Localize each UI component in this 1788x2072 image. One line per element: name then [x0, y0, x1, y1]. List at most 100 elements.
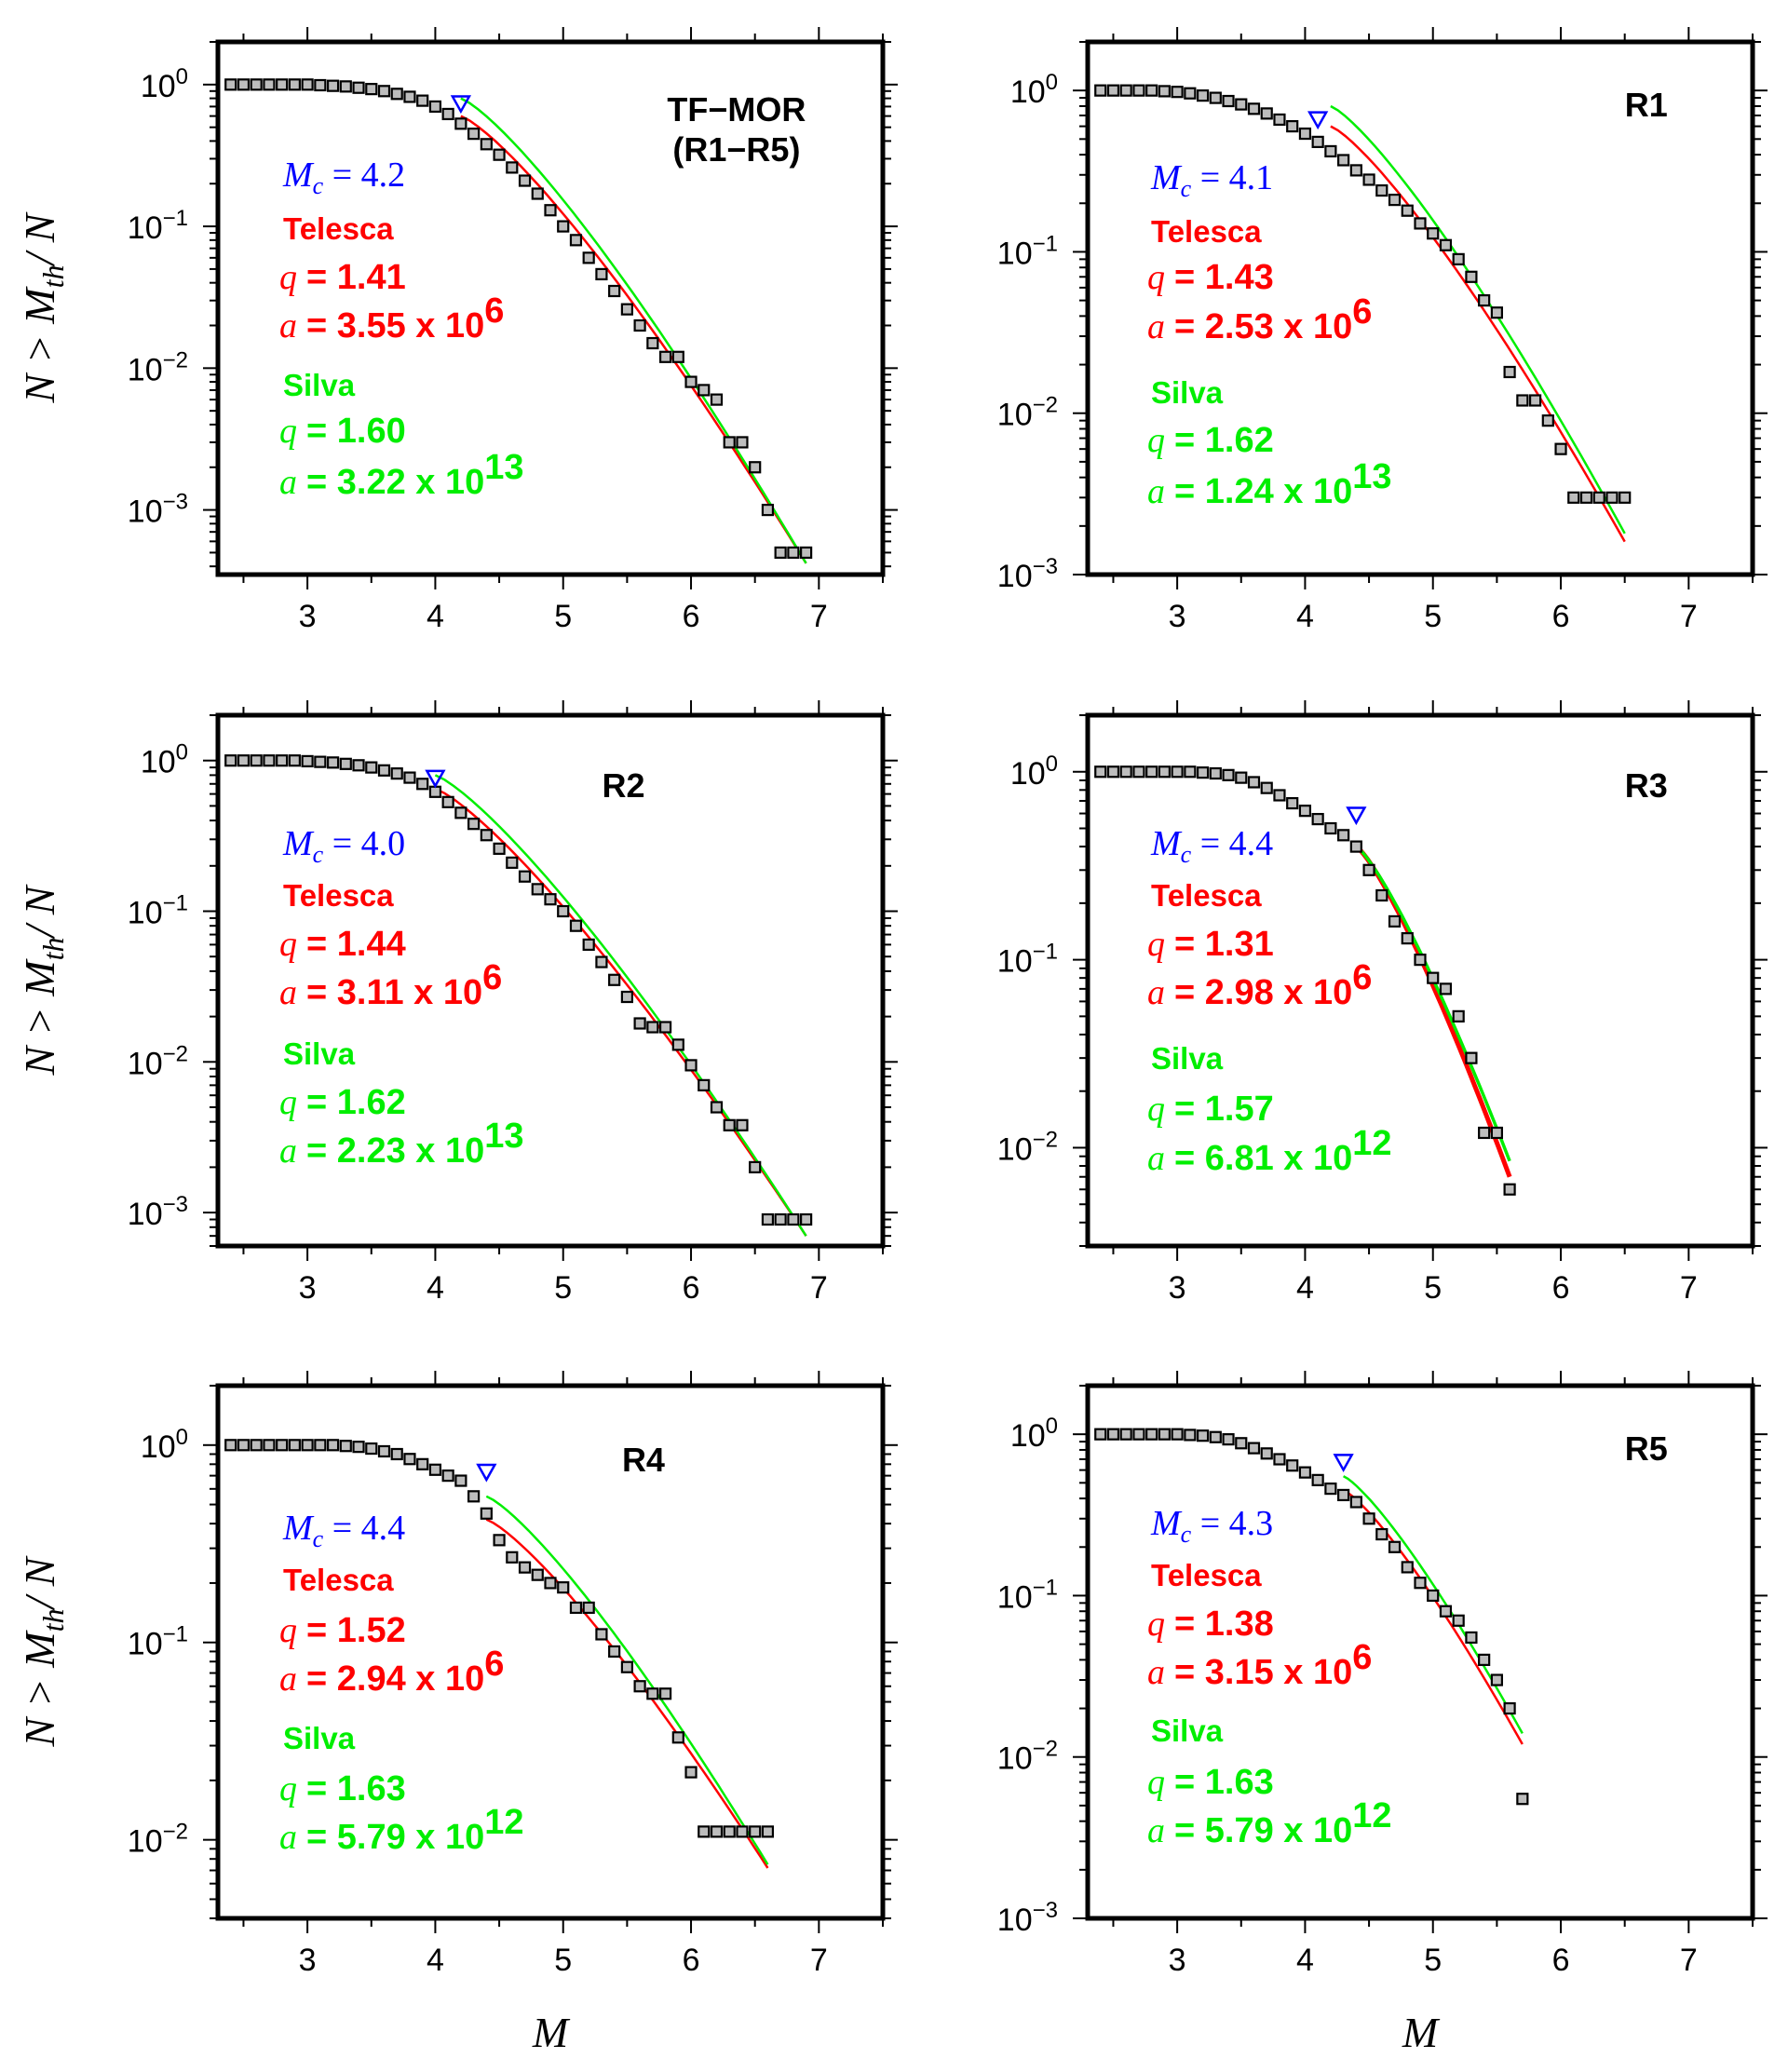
data-point	[544, 204, 557, 217]
plot-frame	[215, 1383, 886, 1921]
data-markers	[224, 1439, 775, 1838]
mc-marker-icon	[1333, 1454, 1354, 1472]
data-markers	[224, 78, 813, 560]
data-markers	[1094, 765, 1516, 1196]
data-point	[352, 759, 365, 772]
data-point	[1452, 252, 1465, 265]
data-point	[774, 1212, 787, 1226]
y-tick-label: 10−2	[128, 1041, 188, 1081]
data-point	[1171, 86, 1184, 99]
data-point	[1260, 781, 1273, 794]
mc-symbol: M	[1150, 824, 1183, 863]
data-point	[1235, 1437, 1248, 1450]
y-axis-label-main: N > M	[16, 1630, 63, 1748]
data-point	[723, 1825, 736, 1838]
mc-annotation: Mc = 4.4	[1150, 824, 1273, 868]
data-point	[1349, 164, 1362, 177]
data-point	[237, 754, 251, 767]
data-point	[710, 393, 724, 406]
data-point	[646, 336, 659, 350]
data-point	[1286, 1459, 1299, 1472]
data-point	[1528, 394, 1542, 407]
data-point	[1286, 120, 1299, 133]
silva-a-exponent: 12	[484, 1803, 523, 1842]
x-tick-label: 6	[1552, 599, 1570, 634]
y-axis-label-sub: th	[36, 1609, 70, 1632]
data-point	[224, 754, 237, 767]
silva-q: q = 1.63	[1147, 1763, 1274, 1802]
data-point	[518, 1561, 532, 1574]
silva-a-value: = 5.79 x 10	[1174, 1811, 1352, 1850]
telesca-a-exponent: 6	[482, 958, 502, 997]
data-point	[787, 1212, 800, 1226]
panel-title: R3	[1625, 766, 1668, 805]
silva-label: Silva	[283, 368, 356, 402]
silva-a-value: = 3.22 x 10	[306, 463, 484, 502]
y-tick-label: 100	[1010, 752, 1058, 792]
data-point	[454, 117, 467, 130]
data-point	[595, 267, 608, 281]
silva-q-value: = 1.60	[306, 412, 406, 451]
data-point	[263, 754, 276, 767]
data-point	[403, 771, 416, 784]
data-point	[646, 1021, 659, 1034]
data-point	[1094, 1428, 1107, 1441]
telesca-fit-line	[1342, 1489, 1524, 1745]
telesca-a-exponent: 6	[484, 1645, 504, 1684]
y-tick-label: 10−1	[128, 206, 188, 246]
data-point	[390, 1447, 403, 1461]
data-point	[710, 1825, 724, 1838]
y-tick-label: 10−1	[128, 1622, 188, 1662]
data-point	[1298, 127, 1312, 141]
data-point	[224, 1439, 237, 1452]
y-axis-label-main: N > M	[16, 958, 63, 1077]
x-tick-label: 5	[1424, 1270, 1442, 1306]
x-tick-label: 6	[1552, 1943, 1570, 1978]
data-point	[1490, 1126, 1503, 1140]
data-point	[377, 85, 391, 98]
data-markers	[1094, 1428, 1529, 1806]
data-point	[671, 1038, 684, 1051]
plot-frame	[215, 712, 886, 1249]
silva-q: q = 1.63	[279, 1769, 406, 1808]
data-point	[1311, 812, 1324, 826]
data-point	[1503, 365, 1516, 379]
y-tick-label: 100	[141, 740, 188, 780]
data-point	[736, 1118, 749, 1131]
y-tick-label: 10−2	[997, 1737, 1058, 1777]
x-tick-label: 3	[1169, 599, 1186, 634]
data-point	[237, 78, 251, 91]
panel-title: R2	[603, 766, 645, 805]
data-point	[314, 755, 327, 768]
telesca-label: Telesca	[1151, 878, 1262, 913]
x-tick-label: 5	[1424, 1943, 1442, 1978]
data-point	[493, 148, 506, 161]
chart-panel-2: 3 4 5 6 7 10−3 10−2 10−1 100 R1 Mc = 4.1 Telesca q = …	[997, 27, 1768, 634]
data-point	[1119, 84, 1132, 97]
data-point	[314, 78, 327, 92]
telesca-a: a = 3.55 x 106	[279, 291, 504, 345]
telesca-a: a = 3.11 x 106	[279, 958, 502, 1012]
data-point	[671, 350, 684, 363]
telesca-a-exponent: 6	[1352, 958, 1372, 997]
data-point	[582, 1601, 595, 1615]
silva-a-exponent: 13	[484, 448, 523, 487]
mc-annotation: Mc = 4.0	[282, 824, 405, 868]
telesca-a: a = 2.53 x 106	[1147, 292, 1372, 346]
data-point	[684, 1059, 698, 1072]
data-point	[1439, 238, 1453, 251]
telesca-label: Telesca	[1151, 214, 1262, 249]
telesca-q-value: = 1.38	[1174, 1605, 1274, 1644]
plot-frame	[1085, 39, 1755, 577]
x-tick-label: 6	[683, 1943, 700, 1978]
mc-symbol: M	[282, 1509, 315, 1548]
data-point	[1158, 85, 1171, 98]
data-point	[1222, 94, 1235, 108]
data-point	[1106, 84, 1120, 97]
data-point	[1209, 766, 1222, 780]
telesca-q-value: = 1.31	[1174, 925, 1274, 964]
data-point	[608, 973, 621, 986]
data-point	[454, 1474, 467, 1487]
telesca-a-exponent: 6	[484, 291, 504, 331]
data-point	[1414, 1577, 1427, 1590]
